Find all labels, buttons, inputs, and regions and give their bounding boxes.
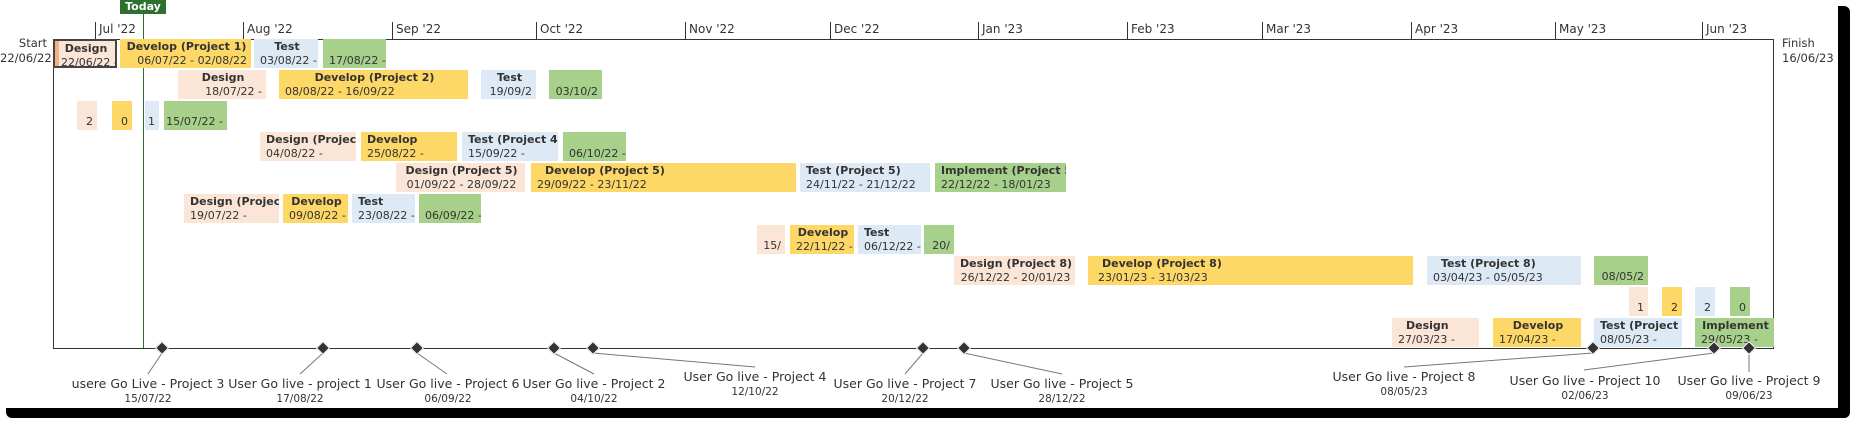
milestone-connectors (147, 352, 1750, 375)
month-tick: Oct '22 (536, 22, 583, 39)
month-tick: Mar '23 (1262, 22, 1311, 39)
milestone-label[interactable]: User Go live - Project 4 12/10/22 (683, 369, 827, 398)
month-tick: Dec '22 (830, 22, 880, 39)
task-bar-test[interactable]: Test 03/08/22 - (254, 39, 318, 68)
task-bar-implement[interactable]: 15/07/22 - (164, 101, 227, 130)
task-bar-design[interactable]: Design (Project 19/07/22 - (184, 194, 279, 223)
today-marker[interactable]: Today (120, 0, 166, 14)
task-bar-implement[interactable]: 06/09/22 - (419, 194, 481, 223)
task-bar-implement[interactable]: Implement (Project 5) 22/12/22 - 18/01/23 (935, 163, 1066, 192)
task-bar-develop[interactable]: Develop (Project 5) 29/09/22 - 23/11/22 (531, 163, 796, 192)
task-bar-implement[interactable]: 17/08/22 - (323, 39, 386, 68)
task-bar-test[interactable]: Test 06/12/22 - (858, 225, 921, 254)
task-bar-test[interactable]: 2 (1695, 287, 1715, 316)
task-bar-implement[interactable]: 03/10/2 (549, 70, 602, 99)
task-bar-develop[interactable]: 0 (112, 101, 132, 130)
month-tick: Aug '22 (243, 22, 293, 39)
task-bar-test[interactable]: Test (Project 4) 15/09/22 - (462, 132, 558, 161)
window-shadow-right (1838, 6, 1850, 418)
milestone-label[interactable]: User Go live - Project 9 09/06/23 (1677, 373, 1821, 402)
task-bar-implement[interactable]: 06/10/22 - (563, 132, 626, 161)
task-bar-design[interactable]: Design (Project 8) 26/12/22 - 20/01/23 (954, 256, 1075, 285)
task-bar-test[interactable]: Test 19/09/2 (481, 70, 536, 99)
milestone-label[interactable]: User Go live - Project 7 20/12/22 (833, 376, 977, 405)
month-tick: Jun '23 (1702, 22, 1747, 39)
task-bar-implement[interactable]: Implement 29/05/23 - (1695, 318, 1774, 347)
task-bar-implement[interactable]: 08/05/2 (1594, 256, 1648, 285)
timeline-frame (53, 39, 1774, 348)
task-bar-design[interactable]: Design (Project 04/08/22 - (260, 132, 356, 161)
task-bar-implement[interactable]: 20/ (924, 225, 954, 254)
task-bar-design[interactable]: Design 18/07/22 - (178, 70, 266, 99)
task-bar-test[interactable]: Test (Project 5) 24/11/22 - 21/12/22 (800, 163, 930, 192)
task-bar-design[interactable]: 15/ (757, 225, 785, 254)
task-bar-develop[interactable]: Develop 25/08/22 - (361, 132, 457, 161)
task-bar-design[interactable]: Design 22/06/22 - (53, 39, 117, 68)
window-shadow-bottom (6, 408, 1850, 418)
task-bar-develop[interactable]: Develop (Project 8) 23/01/23 - 31/03/23 (1088, 256, 1413, 285)
timeline-canvas: Today Jul '22 Aug '22 Sep '22 Oct '22 No… (0, 0, 1834, 405)
month-tick: Nov '22 (685, 22, 735, 39)
milestone-label[interactable]: User Go live - Project 2 04/10/22 (522, 376, 666, 405)
task-bar-develop[interactable]: 2 (1662, 287, 1682, 316)
finish-label: Finish 16/06/23 (1782, 36, 1834, 65)
task-bar-develop[interactable]: Develop 17/04/23 - (1493, 318, 1581, 347)
task-bar-design[interactable]: 1 (1629, 287, 1648, 316)
timeline-axis (53, 348, 1774, 349)
milestone-label[interactable]: User Go live - Project 10 02/06/23 (1509, 373, 1661, 402)
milestone-label[interactable]: User Go live - Project 6 06/09/22 (376, 376, 520, 405)
month-tick: Jul '22 (95, 22, 136, 39)
task-bar-design[interactable]: Design (Project 5) 01/09/22 - 28/09/22 (396, 163, 525, 192)
task-bar-test[interactable]: 1 (145, 101, 159, 130)
task-bar-develop[interactable]: Develop (Project 2) 08/08/22 - 16/09/22 (279, 70, 468, 99)
milestone-label[interactable]: User Go live - project 1 17/08/22 (228, 376, 372, 405)
milestone-label[interactable]: User Go live - Project 8 08/05/23 (1332, 369, 1476, 398)
task-bar-design[interactable]: 2 (77, 101, 97, 130)
task-bar-test[interactable]: Test (Project 8) 03/04/23 - 05/05/23 (1427, 256, 1581, 285)
task-bar-test[interactable]: Test (Project 08/05/23 - (1594, 318, 1682, 347)
month-tick: Sep '22 (392, 22, 441, 39)
task-bar-test[interactable]: Test 23/08/22 - (352, 194, 415, 223)
month-tick: Apr '23 (1411, 22, 1458, 39)
today-line (143, 14, 144, 348)
task-bar-develop[interactable]: Develop 09/08/22 - (283, 194, 348, 223)
task-bar-implement[interactable]: 0 (1730, 287, 1750, 316)
task-bar-develop[interactable]: Develop 22/11/22 - (790, 225, 854, 254)
month-tick: Jan '23 (978, 22, 1023, 39)
month-tick: May '23 (1555, 22, 1606, 39)
milestone-label[interactable]: usere Go Live - Project 3 15/07/22 (71, 376, 225, 405)
task-bar-develop[interactable]: Develop (Project 1) 06/07/22 - 02/08/22 (120, 39, 251, 68)
milestone-label[interactable]: User Go live - Project 5 28/12/22 (990, 376, 1134, 405)
task-bar-design[interactable]: Design 27/03/23 - (1392, 318, 1479, 347)
month-tick: Feb '23 (1127, 22, 1175, 39)
start-label: Start 22/06/22 (0, 36, 52, 65)
